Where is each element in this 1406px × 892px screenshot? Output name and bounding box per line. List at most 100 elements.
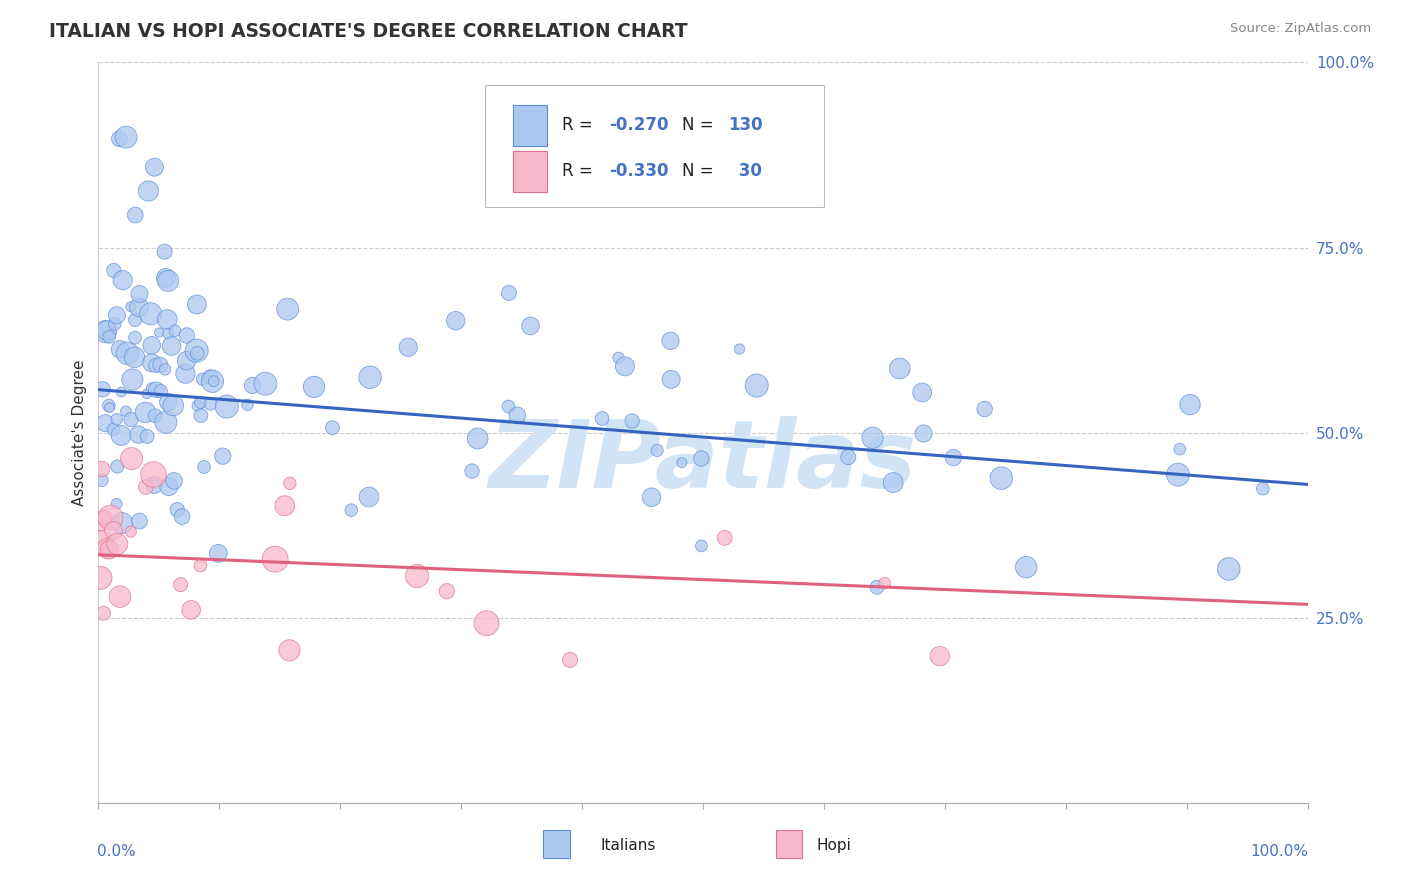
Point (157, 395, 180, 409)
Point (942, 450, 965, 465)
Point (111, 516, 134, 530)
Point (176, 328, 198, 343)
Point (200, 397, 222, 411)
Text: ZIPatlas: ZIPatlas (489, 417, 917, 508)
Point (200, 370, 222, 384)
Point (211, 449, 233, 463)
Point (111, 273, 134, 287)
Text: R =: R = (561, 162, 598, 180)
Point (138, 184, 160, 198)
Point (153, 362, 176, 376)
Point (645, 443, 668, 458)
Point (105, 497, 128, 511)
FancyBboxPatch shape (513, 151, 547, 192)
Point (659, 372, 682, 386)
Point (340, 503, 363, 517)
Point (172, 509, 194, 524)
Point (141, 356, 163, 370)
Point (90, 473, 112, 487)
Point (467, 432, 489, 446)
Point (94, 325, 117, 339)
Point (1251, 482, 1274, 496)
Point (866, 580, 889, 594)
Point (124, 208, 146, 222)
Point (690, 539, 713, 553)
Point (103, 422, 125, 436)
Point (145, 359, 167, 373)
Point (110, 384, 132, 399)
Point (105, 459, 128, 474)
Point (163, 324, 186, 338)
Point (186, 297, 208, 311)
Point (912, 426, 935, 441)
Point (141, 381, 163, 395)
Point (128, 287, 150, 301)
Point (157, 326, 180, 341)
Point (973, 402, 995, 417)
Point (193, 460, 215, 475)
Text: Italians: Italians (600, 838, 655, 853)
Point (274, 499, 297, 513)
Text: 30: 30 (734, 162, 762, 180)
Point (120, 524, 142, 539)
Point (236, 398, 259, 412)
Text: N =: N = (682, 116, 720, 135)
Point (163, 474, 186, 488)
Point (98, 401, 121, 415)
Point (591, 411, 613, 425)
Point (359, 370, 381, 384)
Point (278, 476, 301, 491)
Point (108, 590, 131, 604)
Point (148, 326, 170, 340)
Point (202, 374, 225, 388)
Point (207, 546, 229, 560)
Point (166, 502, 188, 516)
Point (254, 376, 277, 391)
Text: -0.270: -0.270 (609, 116, 668, 135)
Point (169, 577, 191, 591)
Point (110, 428, 132, 442)
Point (143, 160, 166, 174)
Point (162, 399, 184, 413)
Point (136, 429, 159, 443)
Point (436, 584, 458, 599)
Point (911, 385, 934, 400)
Point (121, 372, 143, 386)
Point (134, 405, 156, 419)
Point (302, 380, 325, 394)
FancyBboxPatch shape (485, 85, 824, 207)
Point (120, 412, 142, 426)
Point (475, 616, 498, 631)
Point (157, 480, 180, 494)
Point (90, 462, 112, 476)
Point (278, 643, 301, 657)
Point (100, 510, 122, 524)
Point (156, 312, 179, 326)
Point (190, 409, 212, 423)
Point (1015, 560, 1038, 574)
Point (124, 331, 146, 345)
Point (128, 300, 150, 314)
Text: R =: R = (561, 116, 598, 135)
Point (215, 400, 238, 414)
Point (115, 404, 138, 418)
Point (91, 533, 114, 548)
Text: Source: ZipAtlas.com: Source: ZipAtlas.com (1230, 22, 1371, 36)
Point (127, 427, 149, 442)
Y-axis label: Associate's Degree: Associate's Degree (72, 359, 87, 506)
Point (264, 552, 287, 566)
Point (1167, 467, 1189, 482)
Point (506, 409, 529, 423)
Point (928, 649, 950, 664)
Point (713, 531, 735, 545)
Point (745, 378, 768, 392)
Point (180, 603, 202, 617)
Point (1218, 562, 1240, 576)
Point (671, 456, 693, 470)
FancyBboxPatch shape (543, 830, 569, 858)
Point (149, 384, 172, 399)
Point (160, 339, 183, 353)
Point (124, 351, 146, 365)
Point (89, 571, 111, 585)
Point (108, 131, 131, 145)
